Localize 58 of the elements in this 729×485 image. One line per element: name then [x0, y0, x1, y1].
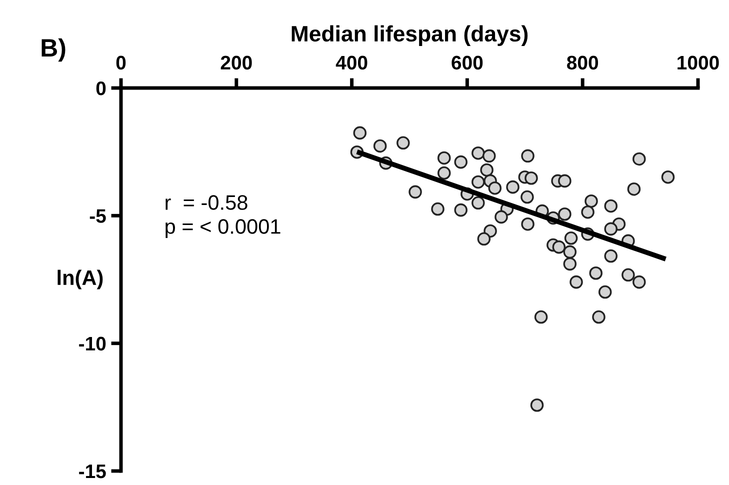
point	[494, 210, 508, 224]
chart-title: B)	[42, 38, 66, 62]
point	[534, 310, 548, 324]
y-tick-label: -10	[79, 336, 106, 351]
point	[604, 249, 618, 263]
point	[488, 181, 502, 195]
point	[563, 257, 577, 271]
point	[563, 245, 577, 259]
point	[373, 139, 387, 153]
y-tick-label: -15	[79, 464, 106, 478]
point	[589, 266, 603, 280]
point	[472, 175, 485, 189]
point	[472, 146, 485, 160]
point	[592, 310, 606, 324]
x-tick-label: 400	[336, 56, 368, 70]
point	[477, 232, 491, 246]
point	[604, 199, 618, 213]
point	[353, 126, 367, 140]
point	[558, 207, 572, 221]
annotation: r = -0.58 p = < 0.0001	[166, 195, 280, 238]
point	[530, 398, 544, 412]
x-tick-label: 0	[116, 56, 126, 70]
point	[408, 185, 422, 199]
point	[521, 217, 534, 231]
point	[622, 268, 635, 282]
point	[437, 151, 451, 165]
point	[520, 190, 534, 204]
point	[581, 205, 594, 219]
point	[632, 152, 646, 166]
point	[627, 182, 641, 196]
point	[437, 166, 451, 180]
x-axis-title: Median lifespan (days)	[292, 25, 528, 46]
point	[472, 196, 485, 210]
point	[598, 285, 612, 299]
x-tick-label: 1000	[678, 56, 719, 70]
x-tick-label: 600	[452, 56, 483, 70]
point	[570, 275, 583, 289]
point	[552, 240, 566, 254]
x-tick-label: 800	[566, 56, 598, 70]
point	[454, 203, 468, 217]
point	[584, 194, 598, 208]
point	[482, 149, 496, 163]
point	[661, 170, 675, 184]
x-tick-label: 200	[220, 56, 252, 70]
point	[521, 149, 534, 163]
y-tick-label: -5	[90, 209, 106, 223]
point	[480, 163, 494, 177]
point	[632, 275, 646, 289]
point	[524, 171, 538, 185]
point	[558, 174, 572, 188]
point	[506, 180, 520, 194]
point	[564, 231, 578, 245]
point	[454, 155, 468, 169]
point	[431, 202, 444, 216]
point	[604, 222, 618, 236]
y-axis-title: ln(A)	[58, 270, 103, 290]
point	[396, 136, 410, 150]
y-tick-label: 0	[96, 81, 106, 96]
